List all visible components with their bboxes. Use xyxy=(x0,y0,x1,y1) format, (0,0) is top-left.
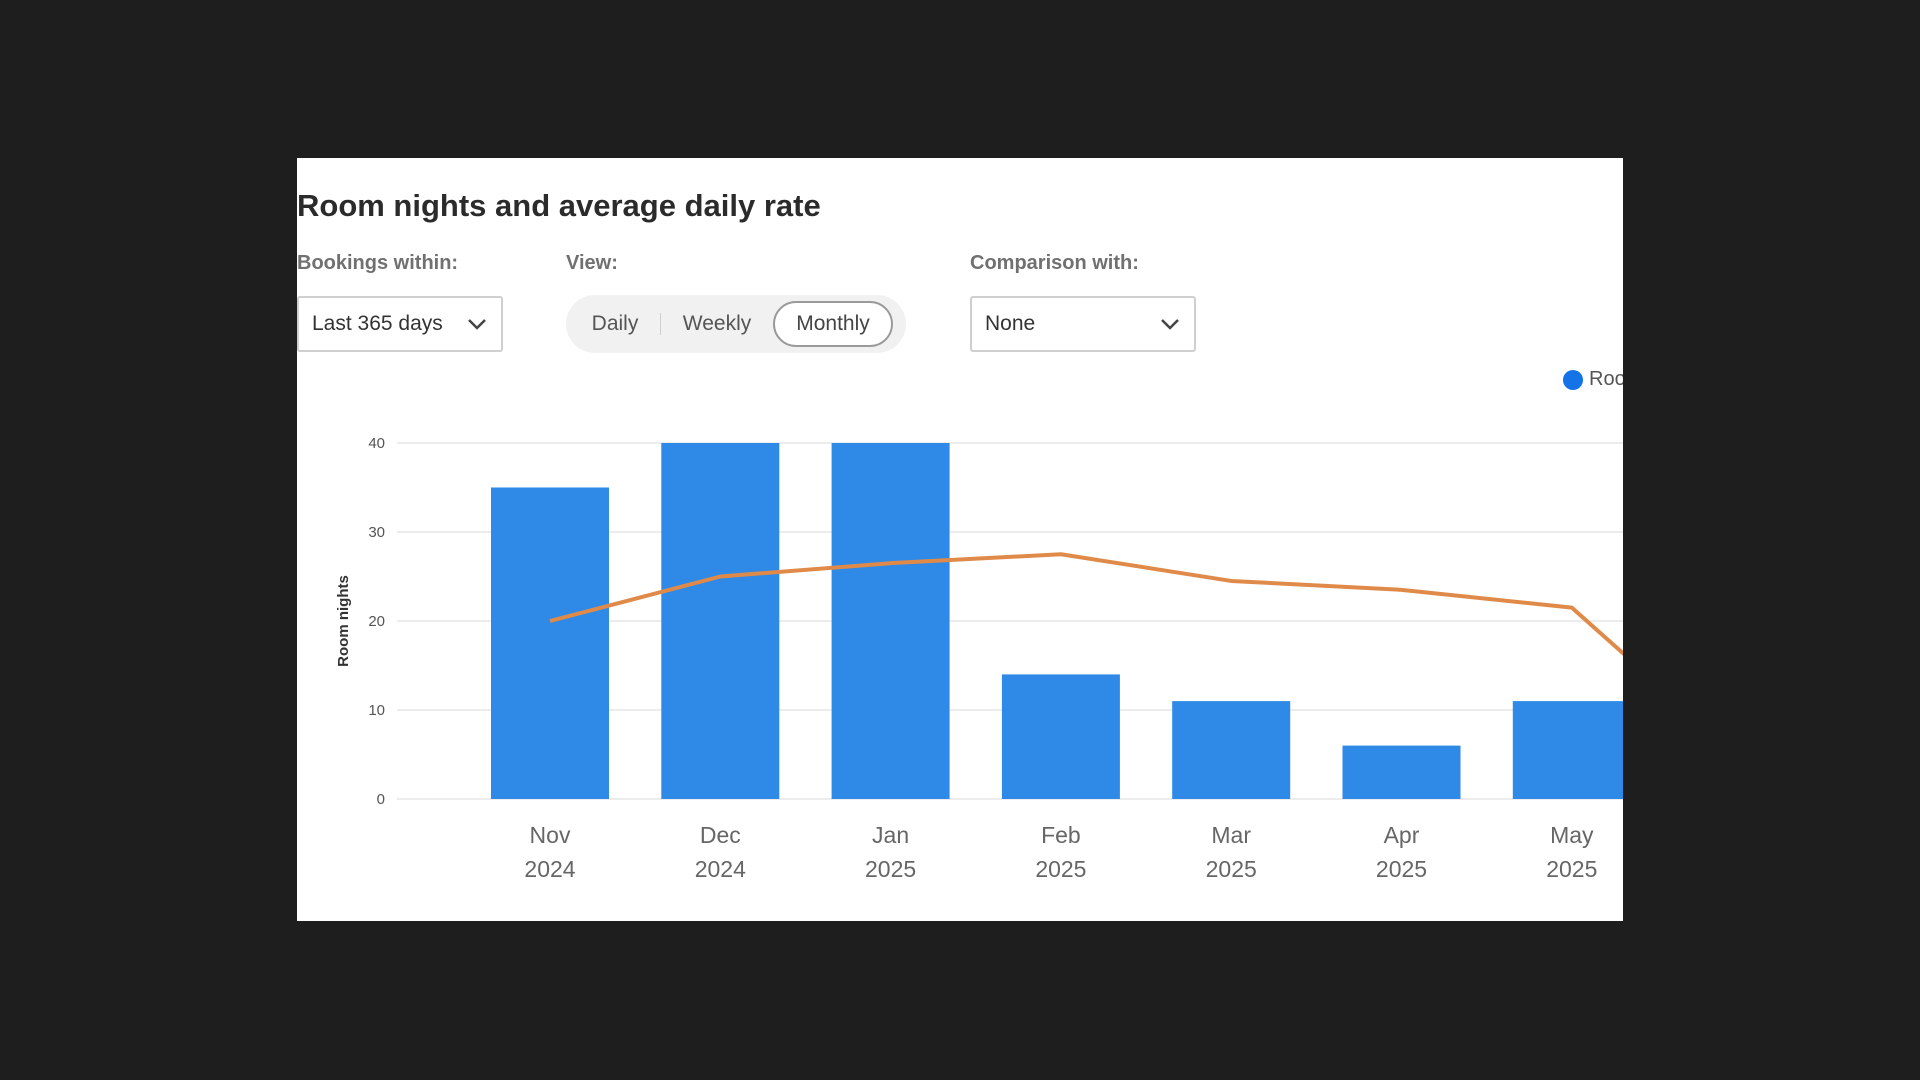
x-tick-label: Jan xyxy=(872,822,909,848)
bookings-within-label: Bookings within: xyxy=(297,252,459,274)
x-tick-label: 2025 xyxy=(865,856,916,882)
bar xyxy=(491,487,609,799)
chart-panel: Room nights and average daily rate Booki… xyxy=(297,158,1623,921)
legend-label: Roo xyxy=(1589,368,1623,390)
x-tick-label: 2025 xyxy=(1206,856,1257,882)
x-tick-label: May xyxy=(1550,822,1594,848)
chart-legend[interactable]: Roo xyxy=(1563,368,1623,391)
chevron-down-icon xyxy=(468,319,486,330)
comparison-with-select[interactable]: None xyxy=(970,296,1196,352)
x-tick-label: 2025 xyxy=(1546,856,1597,882)
x-tick-label: 2025 xyxy=(1376,856,1427,882)
x-tick-label: Nov xyxy=(530,822,571,848)
x-tick-label: Feb xyxy=(1041,822,1081,848)
y-tick-label: 20 xyxy=(368,613,385,630)
bar xyxy=(661,443,780,799)
y-tick-label: 30 xyxy=(368,524,385,541)
x-tick-label: Dec xyxy=(700,822,741,848)
chart-title: Room nights and average daily rate xyxy=(297,188,821,223)
view-option-daily[interactable]: Daily xyxy=(591,312,639,335)
view-separator xyxy=(660,313,661,335)
y-tick-label: 0 xyxy=(377,791,385,808)
bar xyxy=(831,443,950,799)
comparison-with-label: Comparison with: xyxy=(970,252,1139,274)
bar xyxy=(1342,745,1461,799)
line-series xyxy=(549,552,1623,656)
view-label: View: xyxy=(566,252,618,274)
bookings-within-value: Last 365 days xyxy=(312,312,443,335)
x-tick-label: 2025 xyxy=(1035,856,1086,882)
bar xyxy=(1001,674,1120,799)
view-option-weekly[interactable]: Weekly xyxy=(682,312,752,335)
x-tick-label: 2024 xyxy=(524,856,575,882)
x-tick-label: Mar xyxy=(1211,822,1251,848)
legend-dot xyxy=(1563,369,1583,390)
comparison-with-value: None xyxy=(985,312,1036,335)
x-tick-label: Apr xyxy=(1384,822,1420,848)
bar xyxy=(1512,701,1623,799)
x-tick-label: 2024 xyxy=(695,856,746,882)
view-option-monthly[interactable]: Monthly xyxy=(773,301,893,347)
bar xyxy=(1172,701,1291,799)
chevron-down-icon xyxy=(1161,319,1179,330)
y-tick-label: 40 xyxy=(368,435,385,452)
y-tick-label: 10 xyxy=(368,702,385,719)
view-toggle: Daily Weekly Monthly xyxy=(566,295,906,353)
bookings-within-select[interactable]: Last 365 days xyxy=(297,296,503,352)
y-axis-label: Room nights xyxy=(335,575,352,667)
chart-svg: 0 10 20 30 40 Room nights Nov 2024 Dec 2024 Jan 202… xyxy=(335,435,1623,882)
